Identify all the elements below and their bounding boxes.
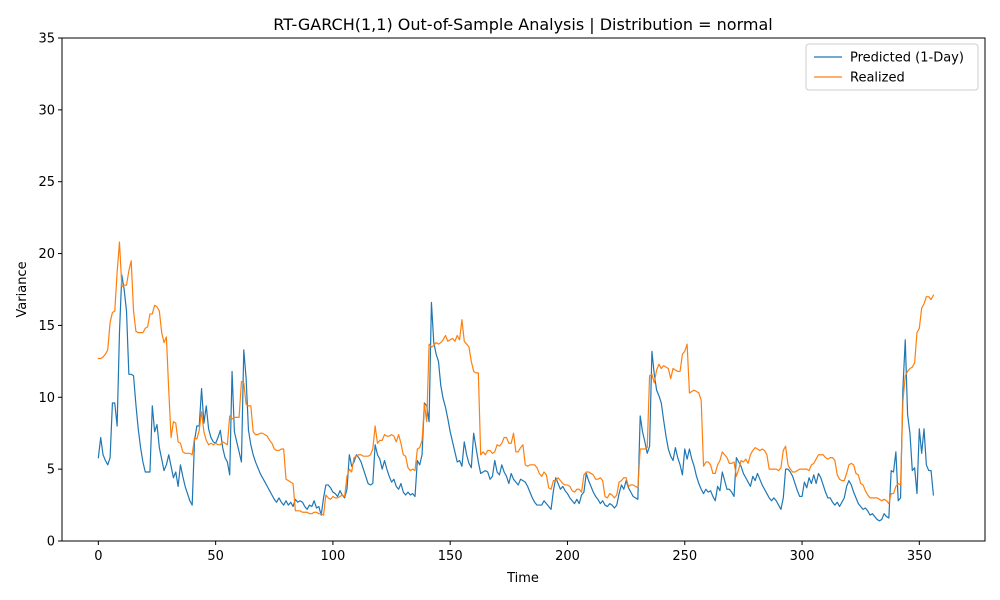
y-tick-label-7: 35	[38, 32, 55, 47]
legend-label-realized: Realized	[850, 71, 905, 86]
plot-frame	[61, 37, 986, 542]
x-tick-label-5: 250	[672, 549, 697, 564]
x-tick-label-4: 200	[555, 549, 580, 564]
y-tick-label-0: 0	[47, 535, 55, 550]
x-tick-label-0: 0	[94, 549, 102, 564]
y-tick-label-1: 5	[47, 463, 55, 478]
y-tick-label-3: 15	[38, 319, 55, 334]
x-tick-label-1: 50	[207, 549, 224, 564]
chart-title: RT-GARCH(1,1) Out-of-Sample Analysis | D…	[273, 15, 772, 34]
series-line-0	[97, 274, 935, 522]
ticks-layer: 0 50 100 150 200 250 300 350 0 5 10 15 20 25 30 35	[38, 32, 931, 565]
legend: Predicted (1-Day) Realized	[805, 43, 979, 91]
legend-label-predicted: Predicted (1-Day)	[850, 51, 964, 66]
x-tick-label-7: 350	[907, 549, 932, 564]
y-axis-label: Variance	[15, 261, 30, 317]
y-tick-label-2: 10	[38, 391, 55, 406]
y-tick-label-4: 20	[38, 247, 55, 262]
y-tick-label-6: 30	[38, 103, 55, 118]
legend-box	[805, 43, 979, 91]
series-line-1	[97, 241, 935, 516]
y-tick-label-5: 25	[38, 175, 55, 190]
x-tick-label-3: 150	[438, 549, 463, 564]
x-tick-label-6: 300	[790, 549, 815, 564]
x-axis-label: Time	[506, 571, 539, 586]
series-layer	[97, 241, 935, 522]
x-tick-label-2: 100	[321, 549, 346, 564]
